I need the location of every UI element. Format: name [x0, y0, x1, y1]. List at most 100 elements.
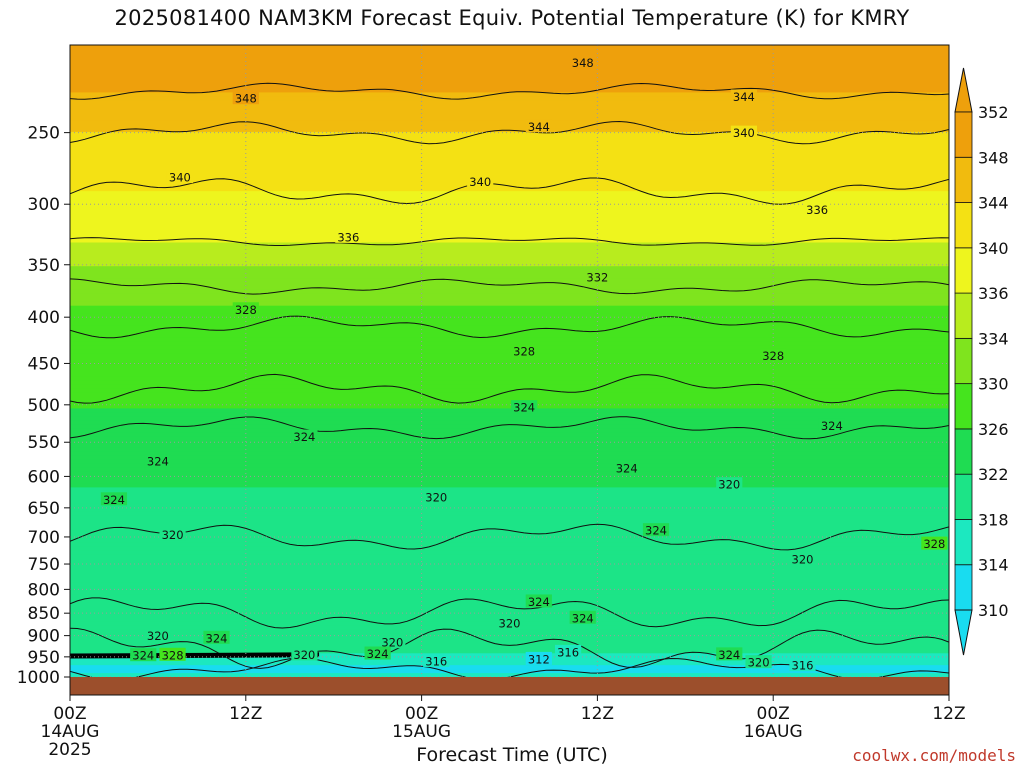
field-strip — [70, 167, 949, 172]
contour-label-text: 320 — [162, 528, 184, 542]
field-strip — [70, 321, 949, 327]
field-strip — [70, 673, 949, 678]
colorbar-label: 322 — [978, 465, 1009, 484]
colorbar-label: 340 — [978, 239, 1009, 258]
contour-label-bg — [144, 628, 171, 642]
field-strip — [70, 629, 949, 635]
contour-label-bg — [745, 655, 772, 669]
contour-label-bg — [921, 536, 948, 550]
colorbar-swatch — [954, 564, 973, 611]
contour-label-bg — [525, 651, 552, 665]
field-strip — [70, 179, 949, 184]
contour-label-bg — [232, 302, 259, 316]
x-tick-label: 12Z — [581, 704, 614, 724]
contour-line — [70, 237, 949, 246]
field-strip — [70, 116, 949, 121]
field-strip — [70, 258, 949, 263]
field-strip — [70, 266, 949, 271]
field-strip — [70, 645, 949, 650]
contour-label-bg — [789, 658, 816, 672]
field-strip — [70, 159, 949, 165]
colorbar-swatch — [954, 337, 973, 385]
contour-label-bg — [291, 429, 318, 443]
contour-label-bg — [423, 653, 450, 667]
contour-label-bg — [364, 646, 391, 660]
contour-label: 324 — [364, 646, 391, 661]
field-strip — [70, 566, 949, 571]
contour-line — [70, 416, 949, 440]
field-strip — [70, 191, 949, 196]
contour-label: 320 — [496, 616, 523, 631]
field-strip — [70, 199, 949, 204]
field-strip — [70, 72, 949, 78]
field-strip — [70, 479, 949, 485]
contour-label: 324 — [818, 418, 845, 433]
field-strip — [70, 285, 949, 291]
field-strip — [70, 515, 949, 520]
contour-line — [70, 597, 949, 629]
field-strip — [70, 451, 949, 457]
field-strip — [70, 495, 949, 500]
field-strip — [70, 131, 949, 137]
contour-label-text: 324 — [132, 649, 154, 663]
field-strip — [70, 124, 949, 129]
contour-label-bg — [555, 644, 582, 658]
contour-label: 332 — [584, 269, 611, 284]
contour-label: 324 — [613, 460, 640, 475]
contour-label: 328 — [921, 536, 948, 551]
field-strip — [70, 669, 949, 674]
x-tick-label: 00Z — [53, 704, 86, 724]
field-strip — [70, 463, 949, 469]
contour-label-bg — [335, 229, 362, 243]
contour-label-text: 348 — [235, 92, 257, 106]
field-strip — [70, 499, 949, 504]
contour-label-text: 320 — [293, 648, 315, 662]
colorbar-arrow-bottom — [954, 609, 973, 656]
y-tick-label: 300 — [28, 195, 60, 215]
field-strip — [70, 534, 949, 540]
contour-label-text: 328 — [923, 537, 945, 551]
field-strip — [70, 443, 949, 449]
contour-label-text: 320 — [718, 478, 740, 492]
field-strip — [70, 88, 949, 93]
field-strip — [70, 376, 949, 382]
contour-label-bg — [423, 489, 450, 503]
contour-label-text: 324 — [645, 524, 667, 538]
contour-label: 328 — [159, 647, 186, 662]
field-strip — [70, 274, 949, 279]
contour-label-text: 324 — [528, 595, 550, 609]
field-strip — [70, 357, 949, 362]
field-strip — [70, 242, 949, 248]
field-strip — [70, 384, 949, 390]
y-axis: 250 300 350 400 450 500 550 600 650 700 750 800 850 9… — [17, 124, 70, 688]
contour-label: 316 — [423, 653, 450, 668]
field-strip — [70, 598, 949, 603]
field-strip — [70, 293, 949, 299]
field-strip — [70, 238, 949, 244]
field-strip — [70, 586, 949, 591]
field-strip — [70, 530, 949, 536]
contour-label: 316 — [789, 658, 816, 673]
y-tick-label: 800 — [28, 580, 60, 600]
y-tick-label: 450 — [28, 354, 60, 374]
contour-label: 324 — [525, 594, 552, 609]
contour-label: 336 — [804, 202, 831, 217]
field-strip — [70, 582, 949, 587]
field-strip — [70, 108, 949, 113]
colorbar-label: 314 — [978, 556, 1009, 575]
credit-link[interactable]: coolwx.com/models — [852, 746, 1016, 765]
y-tick-label: 850 — [28, 604, 60, 624]
colorbar-swatch — [954, 473, 973, 520]
contour-line — [70, 627, 949, 669]
field-strip — [70, 250, 949, 255]
contour-label: 344 — [730, 89, 757, 104]
field-strip — [70, 203, 949, 208]
colorbar-swatch — [954, 247, 973, 294]
field-strip — [70, 313, 949, 319]
x-tick-label: 12Z — [229, 704, 262, 724]
field-strip — [70, 147, 949, 153]
contour-line — [70, 120, 949, 145]
contour-label-bg — [291, 647, 318, 661]
field-strip — [70, 195, 949, 200]
contour-label-bg — [144, 454, 171, 468]
